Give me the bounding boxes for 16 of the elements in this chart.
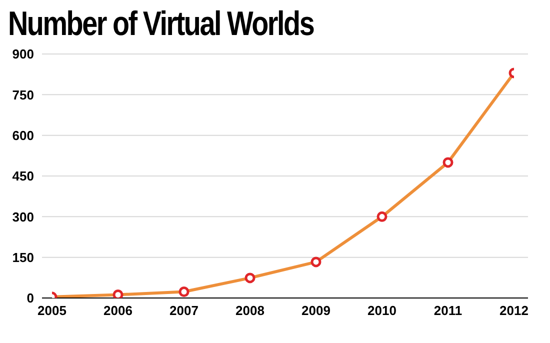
x-tick-label: 2009	[302, 303, 330, 318]
y-tick-label: 450	[12, 168, 34, 184]
x-tick-label: 2007	[170, 303, 198, 318]
x-tick-label: 2006	[104, 303, 132, 318]
y-tick-label: 300	[12, 209, 34, 224]
y-tick-label: 750	[12, 87, 34, 102]
y-tick-label: 0	[26, 290, 34, 306]
x-tick-label: 2005	[38, 303, 66, 318]
y-tick-label: 600	[12, 128, 34, 143]
y-tick-label: 150	[12, 250, 34, 265]
x-tick-label: 2011	[434, 303, 462, 318]
y-tick-label: 900	[12, 46, 34, 62]
chart-title: Number of Virtual Worlds	[8, 4, 315, 44]
x-tick-label: 2012	[500, 303, 528, 318]
x-tick-label: 2010	[368, 303, 396, 318]
x-tick-label: 2008	[236, 303, 264, 318]
